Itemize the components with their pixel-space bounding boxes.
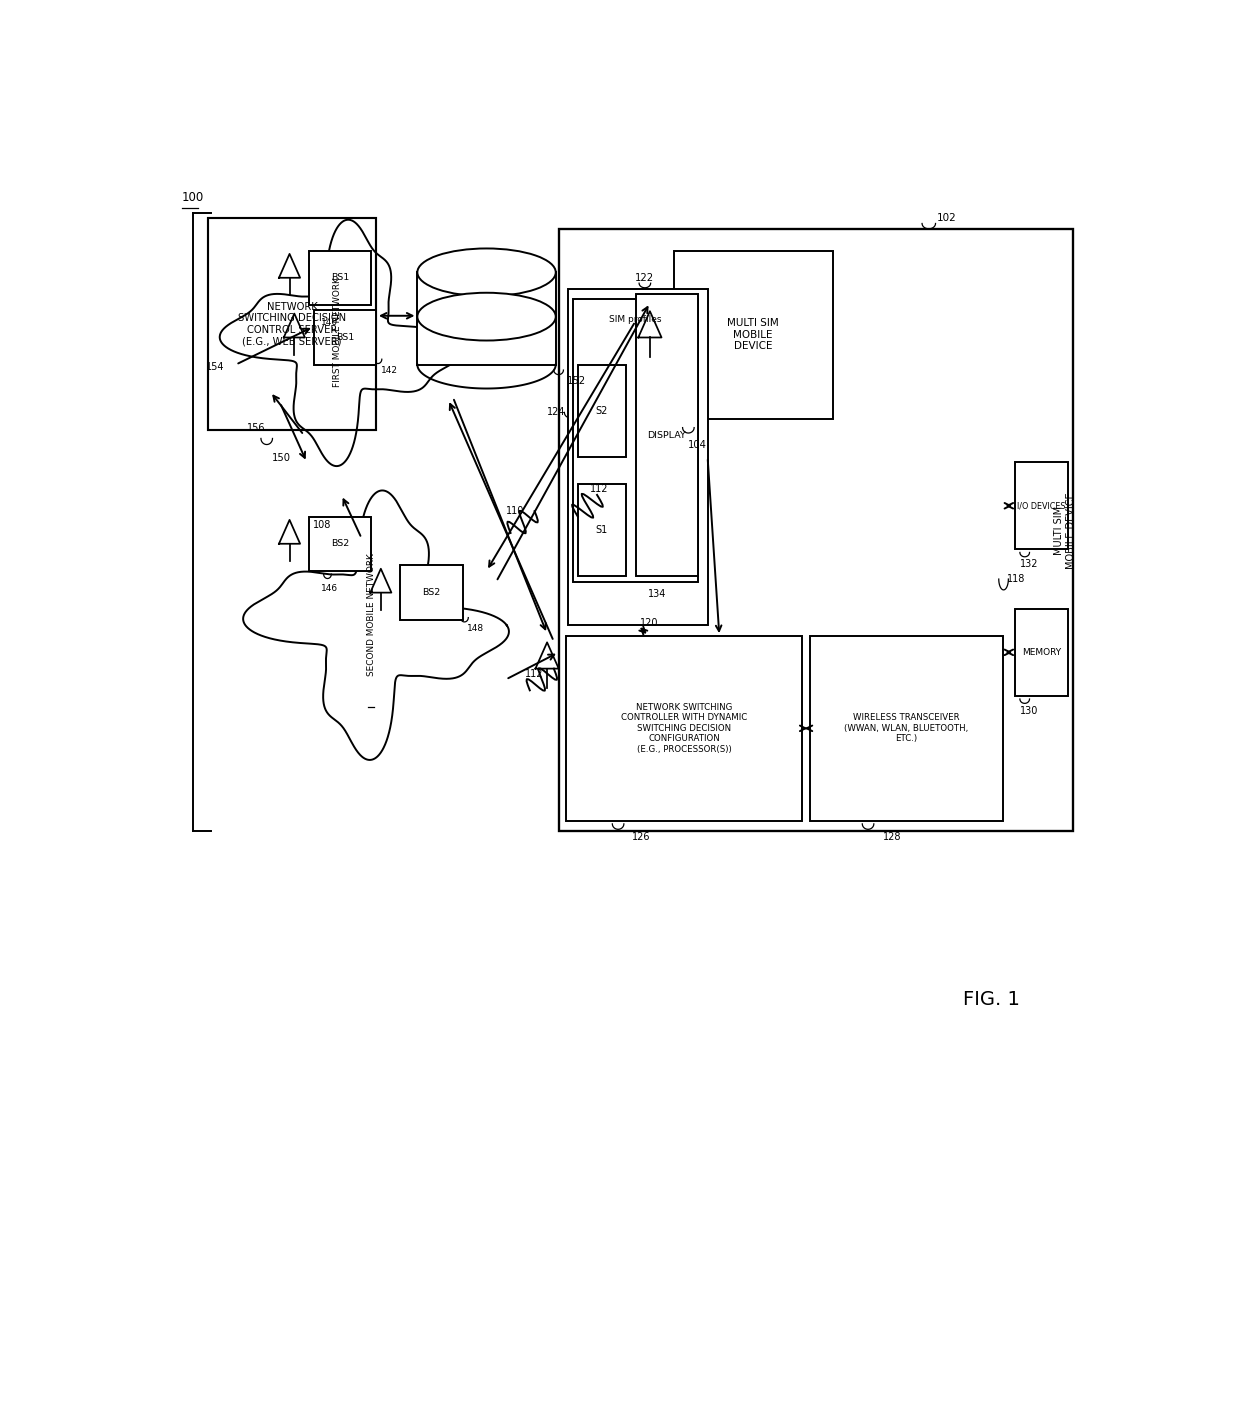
Bar xyxy=(578,484,626,577)
Text: 110: 110 xyxy=(506,506,525,516)
Text: 124: 124 xyxy=(547,407,565,417)
Bar xyxy=(401,565,463,620)
Polygon shape xyxy=(243,491,508,760)
Bar xyxy=(208,219,376,430)
Text: S1: S1 xyxy=(595,525,608,536)
Bar xyxy=(558,228,1073,832)
Text: 112: 112 xyxy=(526,670,544,680)
Bar xyxy=(1016,609,1068,695)
Text: 142: 142 xyxy=(381,365,398,375)
Text: SECOND MOBILE NETWORK: SECOND MOBILE NETWORK xyxy=(367,553,376,675)
Text: DISPLAY: DISPLAY xyxy=(647,430,686,440)
Text: SIM profiles: SIM profiles xyxy=(609,314,662,323)
Text: 148: 148 xyxy=(467,625,485,633)
Text: 130: 130 xyxy=(1021,706,1039,716)
Text: MULTI SIM
MOBILE DEVICE: MULTI SIM MOBILE DEVICE xyxy=(1054,492,1076,568)
Text: MEMORY: MEMORY xyxy=(1022,647,1061,657)
Text: 156: 156 xyxy=(247,423,265,433)
Text: BS1: BS1 xyxy=(331,274,350,282)
Text: 104: 104 xyxy=(688,440,707,450)
Bar xyxy=(568,289,708,625)
Text: 108: 108 xyxy=(312,520,331,530)
Bar xyxy=(309,516,371,571)
Text: WIRELESS TRANSCEIVER
(WWAN, WLAN, BLUETOOTH,
ETC.): WIRELESS TRANSCEIVER (WWAN, WLAN, BLUETO… xyxy=(844,713,968,743)
Text: 118: 118 xyxy=(1007,574,1025,584)
Text: 150: 150 xyxy=(272,453,290,462)
Text: MULTI SIM
MOBILE
DEVICE: MULTI SIM MOBILE DEVICE xyxy=(728,319,779,351)
Text: 128: 128 xyxy=(883,832,901,842)
Bar xyxy=(567,636,802,821)
Text: FIRST MOBILE NETWORK: FIRST MOBILE NETWORK xyxy=(334,278,342,386)
Bar xyxy=(811,636,1003,821)
Ellipse shape xyxy=(418,293,556,341)
Text: 134: 134 xyxy=(649,589,666,599)
Ellipse shape xyxy=(418,248,556,296)
Text: BS2: BS2 xyxy=(331,539,350,548)
Bar xyxy=(675,251,832,419)
Polygon shape xyxy=(219,220,465,467)
Text: 140: 140 xyxy=(321,317,339,327)
Text: NETWORK
SWITCHING DECISION
CONTROL SERVER
(E.G., WEB SERVER): NETWORK SWITCHING DECISION CONTROL SERVE… xyxy=(238,302,346,347)
Text: 146: 146 xyxy=(321,584,339,592)
Text: 132: 132 xyxy=(1021,560,1039,570)
Text: 112: 112 xyxy=(590,485,609,495)
Bar xyxy=(309,251,371,305)
Text: 152: 152 xyxy=(567,376,587,386)
Bar xyxy=(573,299,698,582)
Text: 120: 120 xyxy=(640,618,658,627)
Text: 122: 122 xyxy=(635,272,655,283)
Bar xyxy=(578,365,626,457)
Bar xyxy=(314,310,376,365)
Bar xyxy=(635,295,698,577)
Bar xyxy=(418,272,556,365)
Bar xyxy=(1016,462,1068,548)
Text: 154: 154 xyxy=(206,362,224,372)
Text: 100: 100 xyxy=(182,190,205,204)
Text: FIG. 1: FIG. 1 xyxy=(962,990,1019,1010)
Text: S2: S2 xyxy=(595,406,608,416)
Text: 102: 102 xyxy=(936,213,956,223)
Text: BS2: BS2 xyxy=(422,588,440,596)
Text: 126: 126 xyxy=(632,832,651,842)
Text: BS1: BS1 xyxy=(336,333,353,343)
Text: NETWORK SWITCHING
CONTROLLER WITH DYNAMIC
SWITCHING DECISION
CONFIGURATION
(E.G.: NETWORK SWITCHING CONTROLLER WITH DYNAMI… xyxy=(621,704,748,753)
Text: I/O DEVICES: I/O DEVICES xyxy=(1017,502,1065,510)
